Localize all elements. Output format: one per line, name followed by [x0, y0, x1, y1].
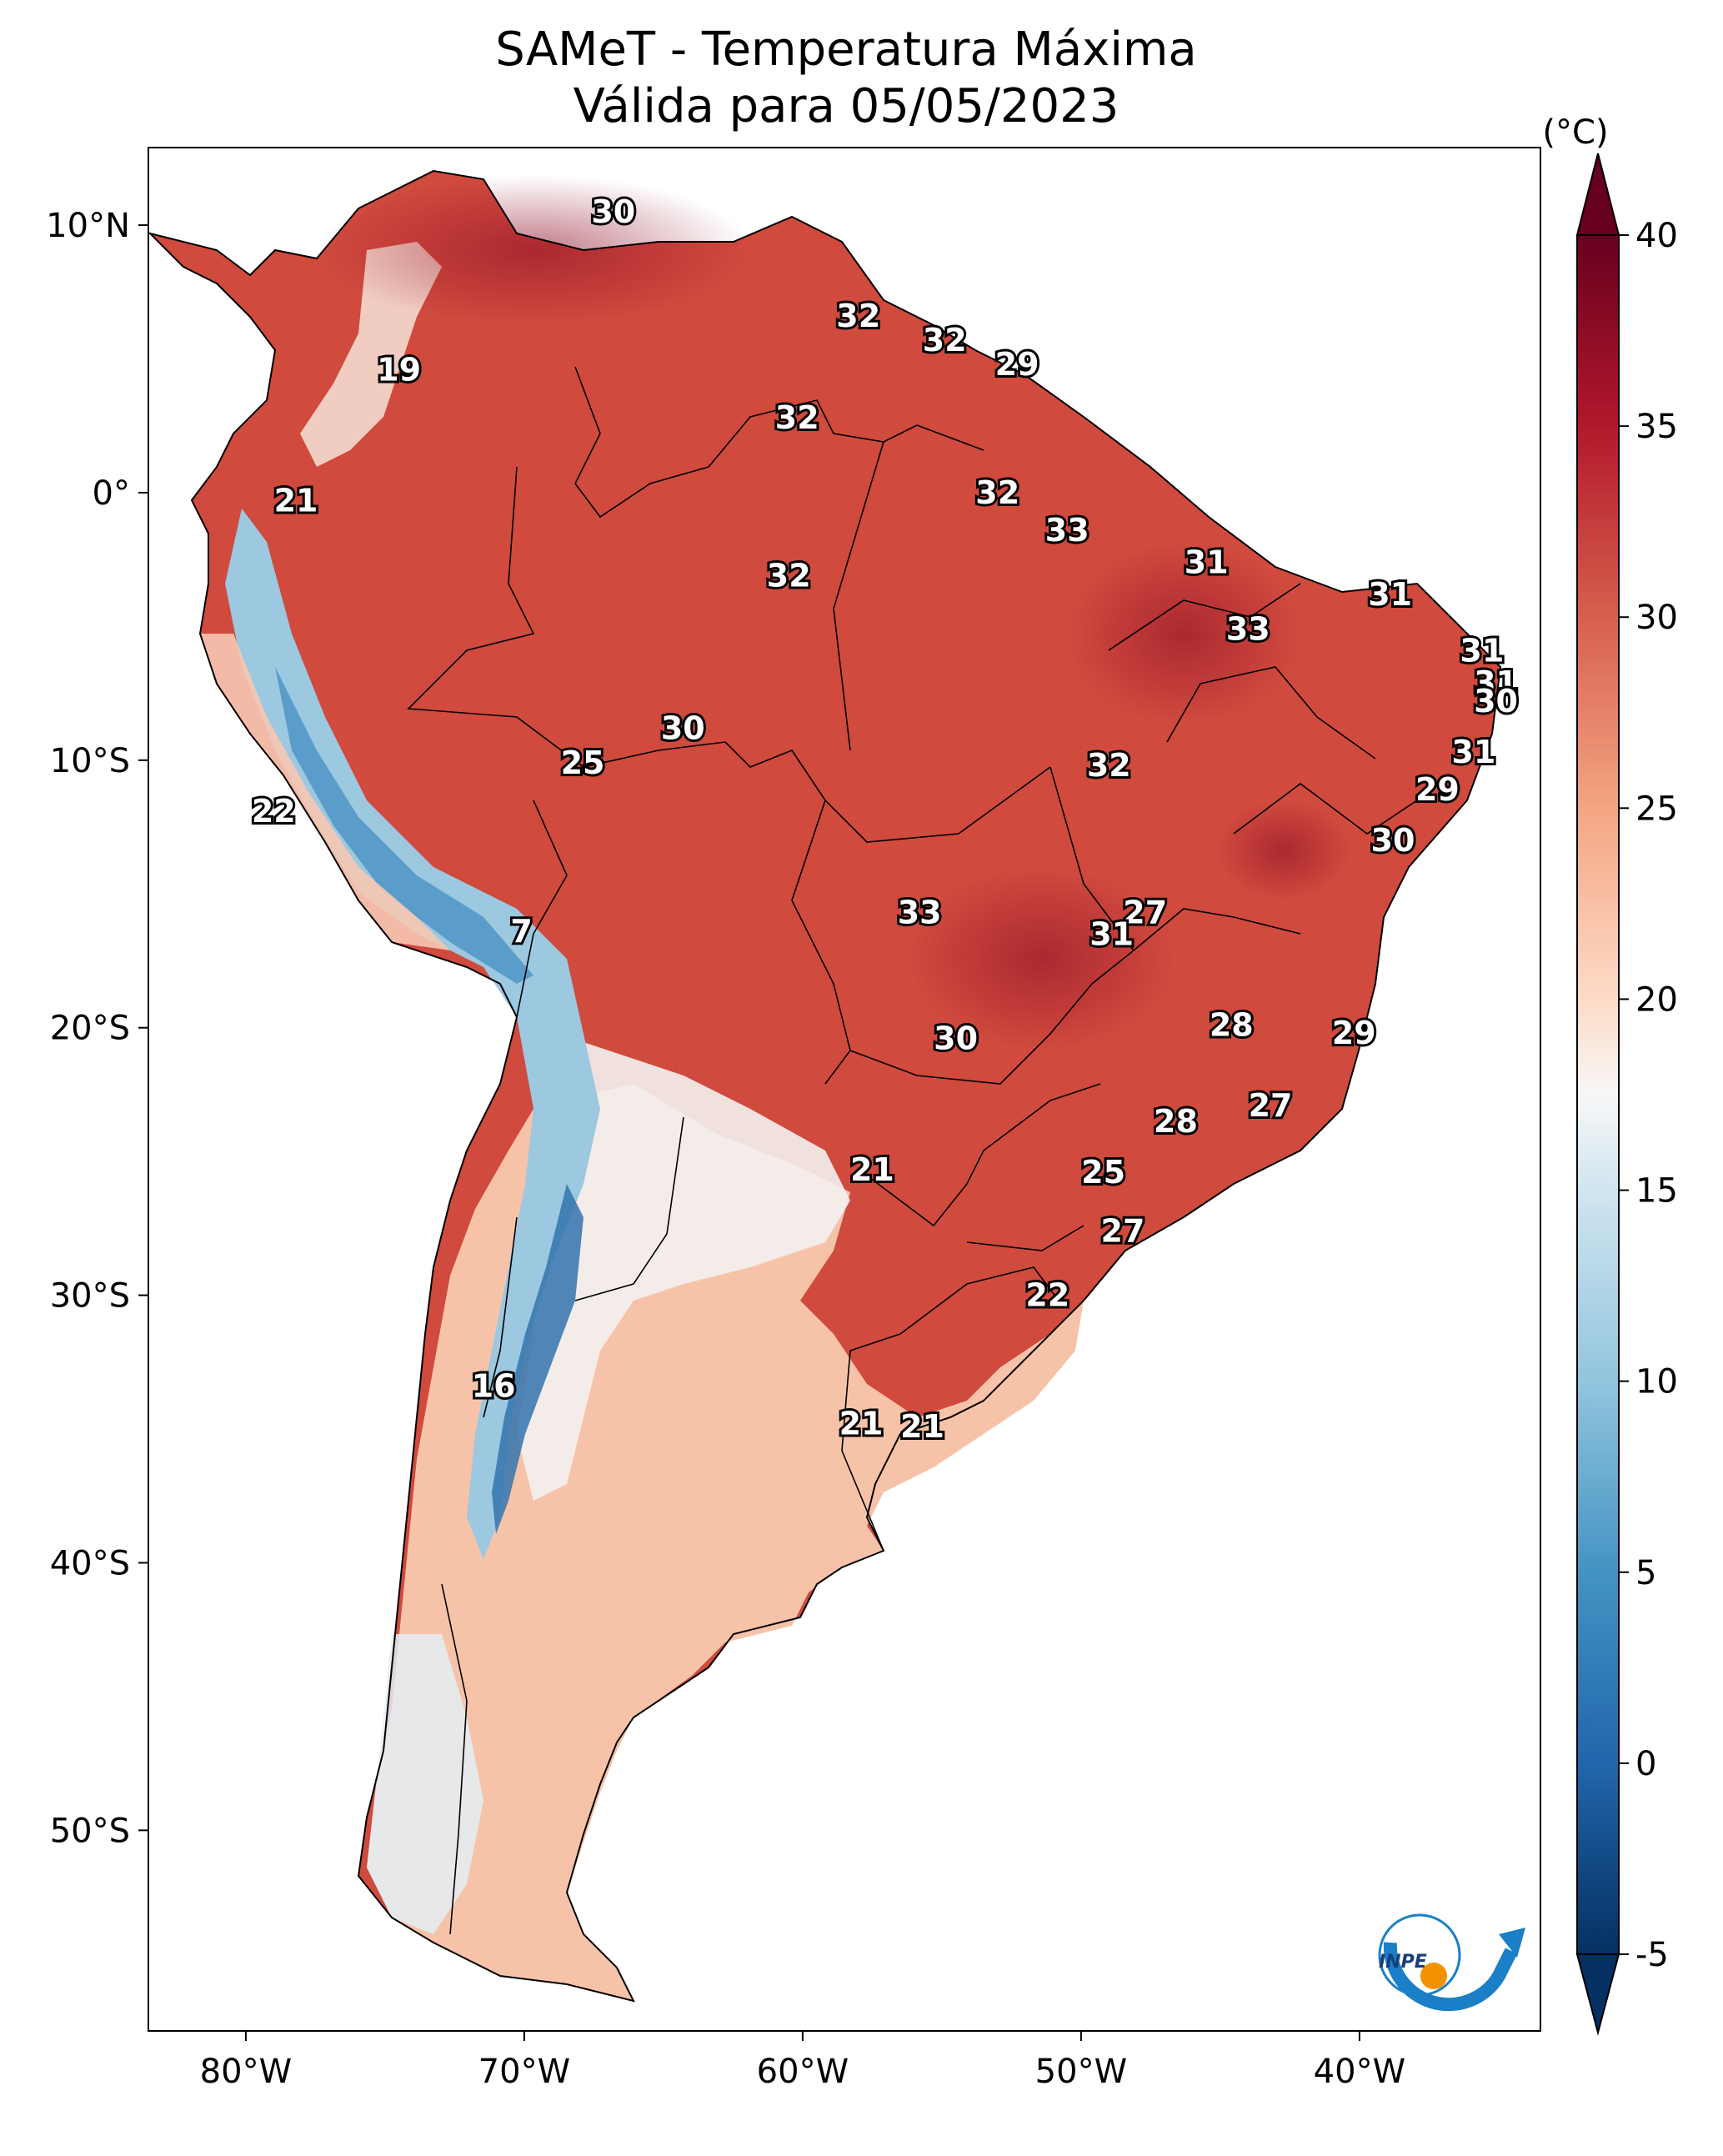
- temperature-label: 27: [1101, 1213, 1145, 1250]
- lon-tick-label: 50°W: [1035, 2053, 1127, 2091]
- logo-text: INPE: [1379, 1952, 1427, 1973]
- temperature-label: 32: [767, 557, 811, 594]
- colorbar-tick-label: 15: [1635, 1172, 1678, 1211]
- andes-core-blue-south: [492, 1184, 584, 1534]
- lat-tick-label: 30°S: [50, 1277, 130, 1316]
- lat-tick-label: 40°S: [50, 1544, 130, 1582]
- temperature-label: 30: [661, 709, 705, 746]
- logo-dot-icon: [1420, 1963, 1447, 1989]
- northeast-brazil-hotspot: [1067, 542, 1300, 725]
- temperature-label: 21: [900, 1408, 944, 1445]
- venezuela-hotspot: [317, 175, 750, 325]
- temperature-label: 7: [510, 913, 532, 950]
- colorbar-top-arrow: [1575, 153, 1620, 236]
- temperature-label: 28: [1210, 1006, 1254, 1043]
- temperature-label: 29: [995, 346, 1039, 383]
- temperature-label: 33: [898, 895, 942, 931]
- inpe-logo: INPE: [1378, 1913, 1525, 2012]
- temperature-label: 32: [775, 399, 819, 436]
- temperature-labels: 3019213232293232323331313331313031293030…: [249, 191, 1520, 1447]
- colorbar-ticks: -5 0 5 10 15 20 25 30 35 40: [1619, 217, 1678, 1974]
- temperature-label: 33: [1226, 611, 1270, 648]
- temperature-label: 32: [923, 322, 967, 358]
- temperature-label: 30: [591, 193, 635, 230]
- temperature-label: 31: [1460, 632, 1504, 669]
- map-title-line1: SAMeT - Temperatura Máxima: [495, 23, 1197, 77]
- peru-coast-mild: [200, 634, 450, 950]
- borders: [407, 366, 1418, 1935]
- temperature-label: 31: [1451, 734, 1495, 770]
- temperature-label: 32: [1087, 747, 1131, 784]
- temperature-label: 30: [934, 1020, 978, 1057]
- temperature-label: 33: [1045, 512, 1089, 549]
- logo-arrow-icon: [1499, 1928, 1525, 1958]
- map-frame: [148, 147, 1541, 2032]
- lat-tick-label: 0°: [93, 474, 130, 513]
- temperature-label: 31: [1368, 576, 1412, 613]
- temperature-label: 27: [1123, 895, 1167, 931]
- colorbar-unit: (°C): [1542, 113, 1608, 152]
- temperature-label: 29: [1332, 1015, 1376, 1051]
- colorbar-bottom-arrow: [1575, 1953, 1620, 2036]
- colorbar-body: [1576, 234, 1620, 1955]
- temperature-label: 27: [1249, 1087, 1293, 1124]
- chaco-white: [517, 1042, 850, 1501]
- temperature-field: [148, 169, 1502, 2003]
- bahia-hotspot: [1217, 800, 1350, 900]
- temperature-label: 19: [377, 351, 421, 388]
- colorbar: -5 0 5 10 15 20 25 30 35 40 (°C): [1542, 113, 1678, 2036]
- temperature-label: 22: [1025, 1277, 1069, 1314]
- colorbar-tick-label: 0: [1635, 1745, 1656, 1783]
- lat-ticks: 10°N 0° 10°S 20°S 30°S 40°S 50°S: [46, 207, 148, 1850]
- colorbar-tick-label: 20: [1635, 980, 1678, 1019]
- temperature-label: 16: [472, 1368, 516, 1405]
- temperature-label: 21: [850, 1151, 894, 1188]
- central-brazil-hotspot: [909, 867, 1175, 1050]
- lon-tick-label: 80°W: [200, 2053, 292, 2091]
- temperature-label: 32: [975, 474, 1019, 511]
- lat-tick-label: 10°N: [46, 207, 130, 245]
- temperature-label: 25: [1081, 1154, 1125, 1191]
- lat-tick-label: 50°S: [50, 1812, 130, 1850]
- lon-tick-label: 70°W: [478, 2053, 570, 2091]
- andes-core-blue: [275, 667, 533, 984]
- temperature-label: 22: [252, 793, 296, 830]
- lat-tick-label: 20°S: [50, 1010, 130, 1048]
- temperature-label: 25: [561, 745, 605, 781]
- temperature-label: 31: [1474, 664, 1518, 701]
- temperature-label: 32: [836, 298, 880, 334]
- colorbar-tick-label: 10: [1635, 1363, 1678, 1401]
- map-title-line2: Válida para 05/05/2023: [573, 79, 1119, 133]
- logo-ring-icon: [1378, 1913, 1461, 1997]
- temperature-label: 30: [1474, 683, 1518, 720]
- lat-tick-label: 10°S: [50, 742, 130, 780]
- patagonia-cool: [367, 1634, 483, 1934]
- coastline: [148, 169, 1502, 2003]
- colorbar-tick-label: 35: [1635, 408, 1678, 446]
- temperature-label: 28: [1154, 1103, 1198, 1140]
- lon-tick-label: 60°W: [757, 2053, 849, 2091]
- temperature-label: 29: [1415, 771, 1460, 808]
- temperature-label: 31: [1185, 544, 1229, 580]
- colorbar-tick-label: 40: [1635, 217, 1678, 255]
- temperature-label: 30: [1371, 822, 1415, 859]
- colorbar-tick-label: -5: [1635, 1936, 1669, 1974]
- lon-tick-label: 40°W: [1314, 2053, 1405, 2091]
- colorbar-tick-label: 30: [1635, 599, 1678, 637]
- logo-arc-icon: [1383, 1942, 1518, 2012]
- colorbar-tick-label: 25: [1635, 790, 1678, 828]
- temperature-label: 31: [1089, 915, 1134, 952]
- temperature-label: 21: [839, 1406, 884, 1442]
- lon-ticks: 80°W 70°W 60°W 50°W 40°W: [200, 2031, 1405, 2091]
- colorbar-tick-label: 5: [1635, 1554, 1656, 1592]
- temperature-label: 21: [274, 483, 318, 519]
